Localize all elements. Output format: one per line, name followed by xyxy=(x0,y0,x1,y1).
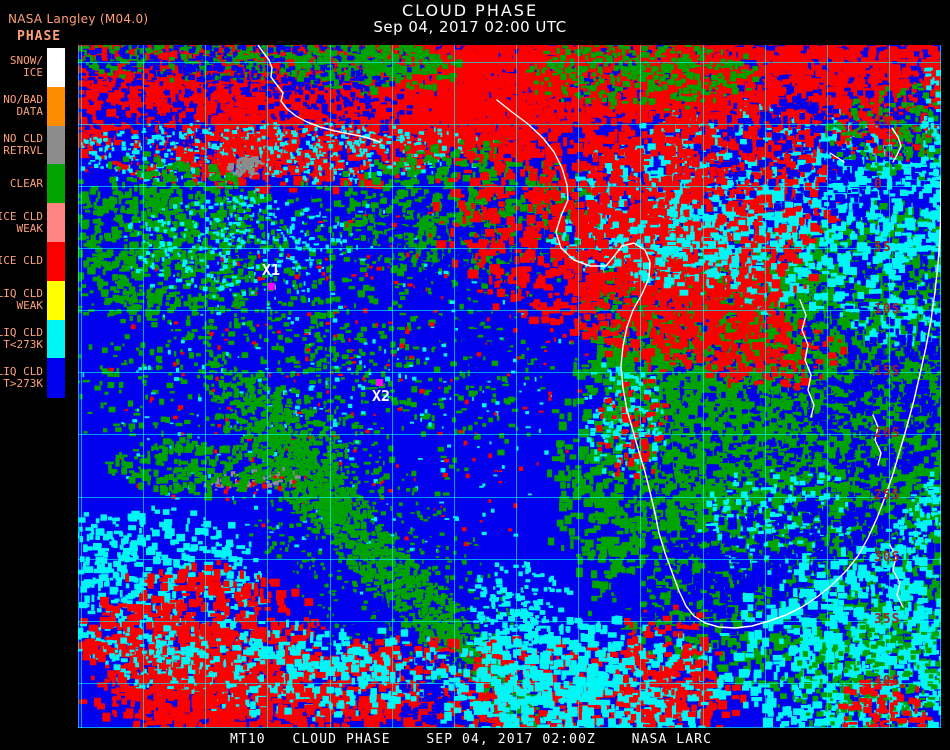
legend-swatch-liq-cld-weak xyxy=(47,280,65,321)
legend-swatch-ice-cld-weak xyxy=(47,203,65,243)
timestamp-subtitle: Sep 04, 2017 02:00 UTC xyxy=(373,18,567,36)
cloud-phase-map xyxy=(78,45,941,728)
legend-swatch-clear xyxy=(47,164,65,204)
page-title: CLOUD PHASE xyxy=(401,1,539,20)
legend-label-liq-cld-cold: LIQ CLD T<273K xyxy=(0,325,43,351)
legend-label-snow-ice: SNOW/ ICE xyxy=(9,54,43,80)
legend-swatch-snow-ice xyxy=(47,48,65,88)
legend-label-no-bad-data: NO/BAD DATA xyxy=(3,93,43,119)
legend-swatch-liq-cld-warm xyxy=(47,358,65,398)
legend-label-liq-cld-warm: LIQ CLD T>273K xyxy=(0,364,43,390)
legend-label-no-cld-retrvl: NO CLD RETRVL xyxy=(3,131,43,157)
nasa-langley-brand: NASA Langley (M04.0) xyxy=(8,12,149,26)
legend-swatch-no-bad-data xyxy=(47,86,65,127)
legend-swatch-ice-cld xyxy=(47,242,65,282)
footer-status-bar: MT10 CLOUD PHASE SEP 04, 2017 02:00Z NAS… xyxy=(229,732,713,747)
legend-swatch-liq-cld-cold xyxy=(47,319,65,359)
legend-label-ice-cld-weak: ICE CLD WEAK xyxy=(0,209,43,235)
legend-title: PHASE xyxy=(17,29,62,44)
legend-label-clear: CLEAR xyxy=(9,176,43,190)
legend-label-liq-cld-weak: LIQ CLD WEAK xyxy=(0,287,43,313)
legend-label-ice-cld: ICE CLD xyxy=(0,254,43,268)
legend-swatch-no-cld-retrvl xyxy=(47,125,65,165)
